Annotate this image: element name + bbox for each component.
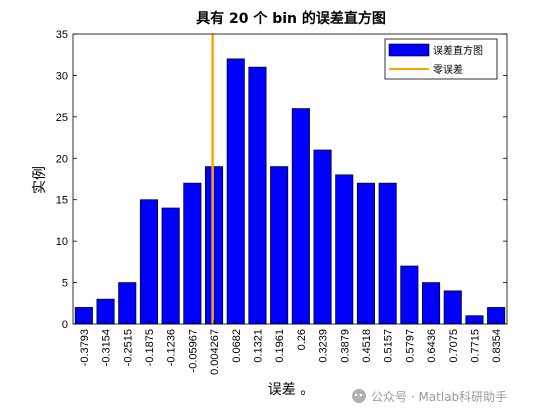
histogram-bar — [205, 166, 224, 325]
histogram-bar — [118, 282, 137, 325]
x-tick-label: 0.5157 — [383, 329, 395, 363]
x-tick-label: -0.3154 — [101, 329, 113, 366]
histogram-bar — [270, 166, 289, 325]
x-tick-label: 0.7075 — [448, 329, 460, 363]
y-tick-label: 20 — [56, 153, 68, 165]
x-tick-label: 0.3879 — [339, 329, 351, 363]
x-tick-label: -0.2515 — [122, 329, 134, 366]
x-tick-label: 0.1321 — [252, 329, 264, 363]
histogram-bar — [335, 174, 354, 325]
plot-frame — [72, 33, 508, 325]
histogram-bar — [161, 207, 180, 325]
plot-area: 0 5 10 15 20 25 30 35 -0.3793 -0.3154 -0.2515 -0.18… — [56, 29, 508, 375]
legend-label-histogram: 误差直方图 — [433, 44, 483, 57]
legend-swatch-histogram — [388, 43, 430, 57]
histogram-bar — [183, 182, 202, 325]
y-axis-label: 实例 — [32, 166, 48, 194]
y-tick-label: 30 — [56, 70, 68, 82]
chart-title: 具有 20 个 bin 的误差直方图 — [195, 10, 386, 27]
x-tick-label: -0.3793 — [79, 329, 91, 366]
y-tick-label: 0 — [62, 319, 68, 331]
histogram-bar — [422, 282, 441, 325]
x-tick-label: 0.6436 — [426, 329, 438, 363]
x-tick-label: 0.7715 — [469, 329, 481, 363]
histogram-bar — [313, 149, 332, 325]
legend: 误差直方图 零误差 — [384, 38, 498, 80]
histogram-bar — [226, 58, 245, 325]
histogram-bar — [248, 66, 267, 325]
histogram-bar — [378, 182, 397, 325]
x-tick-label: 0.5797 — [404, 329, 416, 363]
histogram-bar — [400, 265, 419, 325]
x-tick-label: -0.1236 — [166, 329, 178, 366]
histogram-bar — [139, 199, 158, 325]
histogram-bar — [443, 290, 462, 325]
x-axis-label: 误差 。 — [268, 382, 314, 398]
histogram-bar — [356, 182, 375, 325]
legend-label-zero-error: 零误差 — [433, 63, 463, 76]
watermark: 公众号 · Matlab科研助手 — [352, 389, 507, 404]
x-tick-label: 0.4518 — [361, 329, 373, 363]
y-tick-label: 25 — [56, 112, 68, 124]
x-tick-label: -0.1875 — [144, 329, 156, 366]
x-tick-label: -0.05967 — [187, 329, 199, 372]
y-tick-label: 10 — [56, 236, 68, 248]
histogram-bar — [291, 108, 310, 325]
y-tick-label: 5 — [62, 278, 68, 290]
x-tick-label: 0.26 — [296, 329, 308, 350]
x-tick-label: 0.004267 — [209, 329, 221, 375]
y-tick-label: 35 — [56, 29, 68, 41]
x-tick-label: 0.8354 — [491, 329, 503, 363]
watermark-text: 公众号 · Matlab科研助手 — [371, 390, 507, 404]
x-tick-label: 0.0682 — [231, 329, 243, 363]
y-tick-label: 15 — [56, 195, 68, 207]
wechat-logo-eye-icon — [354, 393, 358, 397]
x-tick-label: 0.3239 — [318, 329, 330, 363]
x-tick-label: 0.1961 — [274, 329, 286, 363]
wechat-logo-eye-icon — [359, 393, 363, 397]
wechat-logo-icon — [352, 389, 366, 403]
